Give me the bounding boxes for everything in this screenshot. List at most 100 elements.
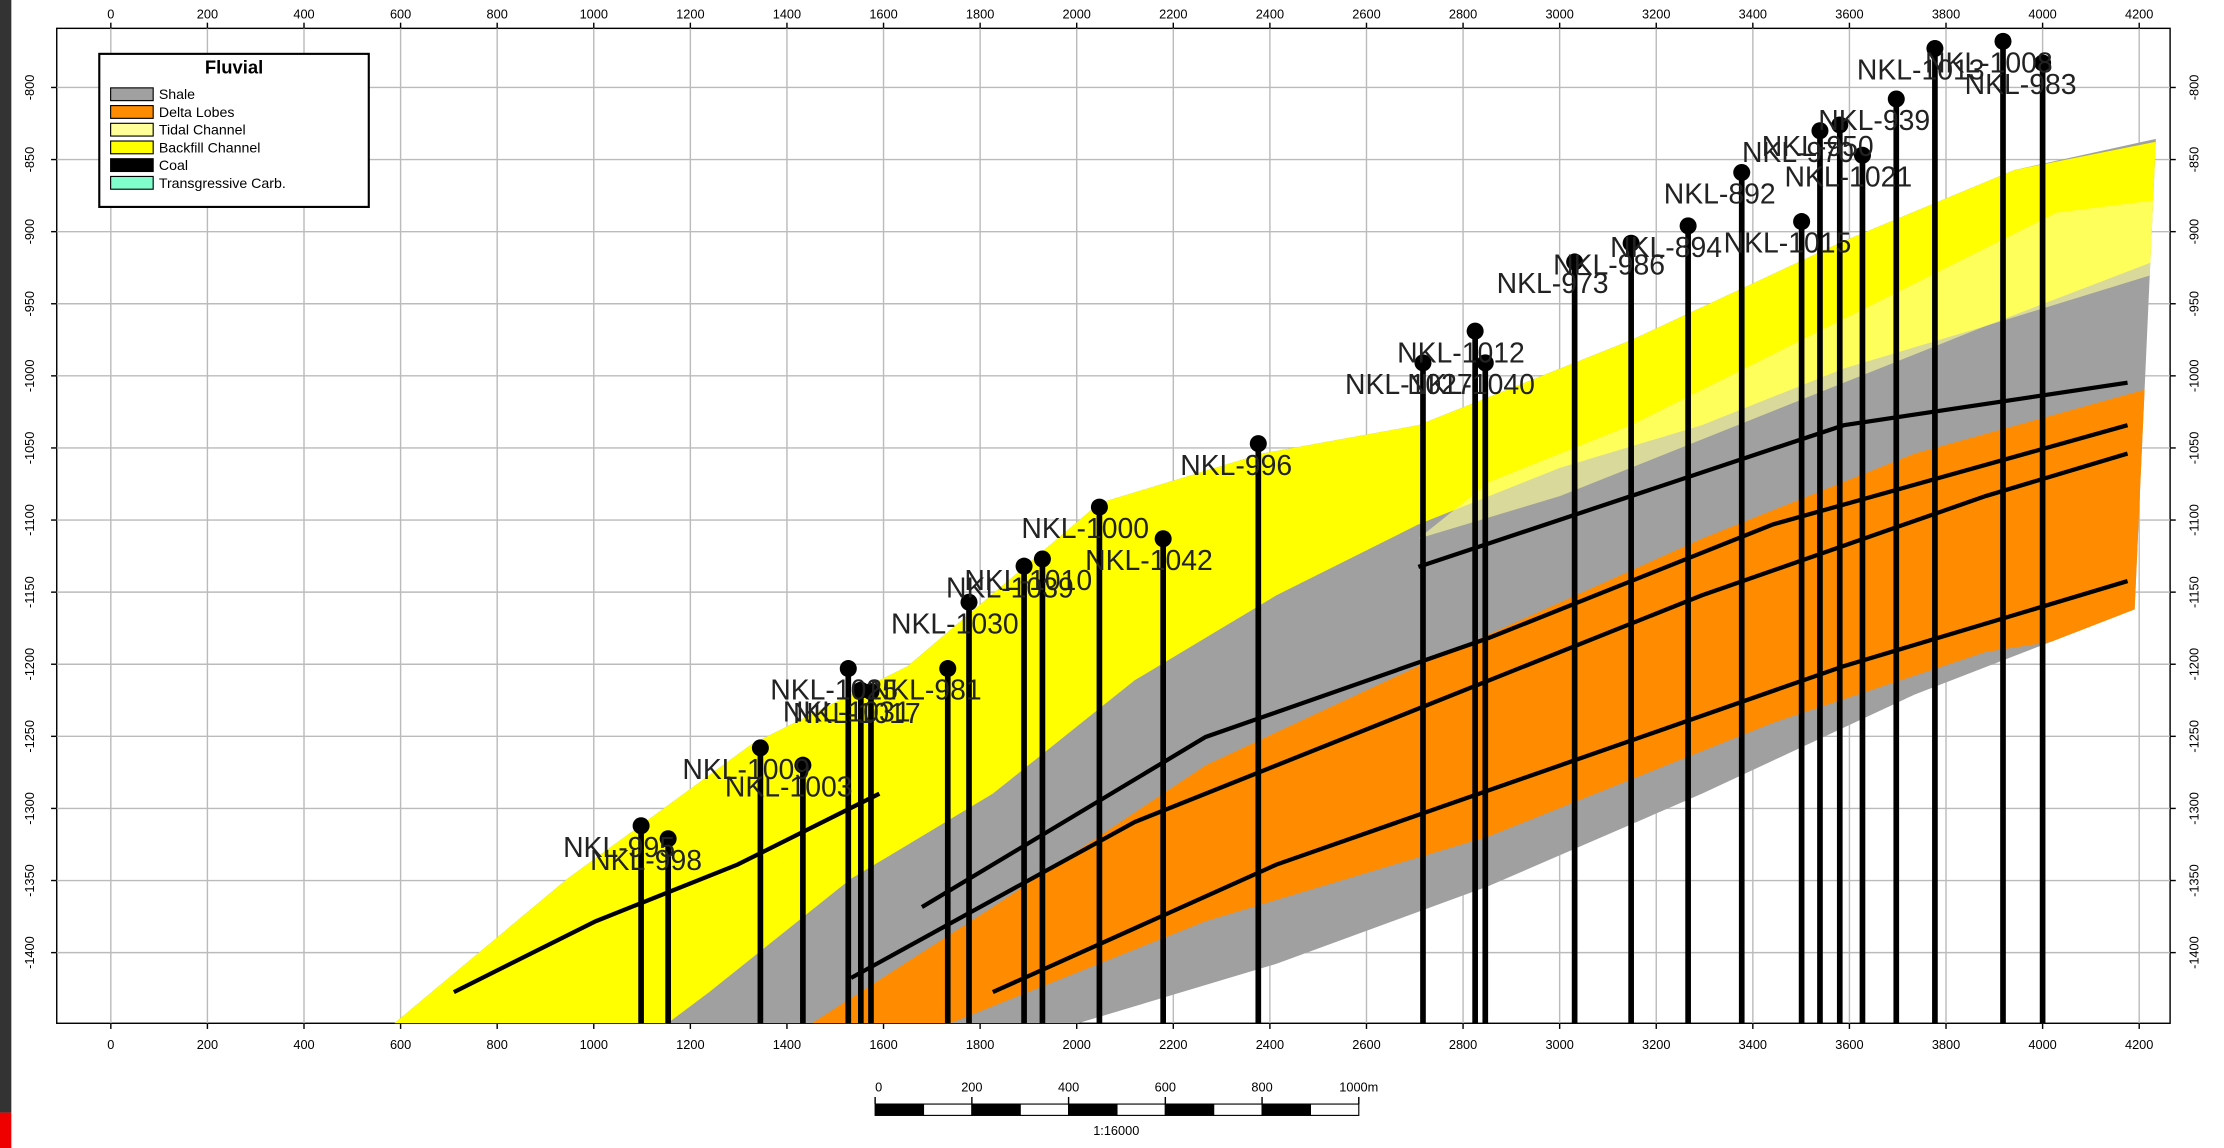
y-tick-label: -1250 — [22, 720, 37, 753]
legend-label: Transgressive Carb. — [159, 176, 286, 192]
legend: Fluvial Shale Delta Lobes Tidal ChannelBac… — [98, 52, 370, 208]
x-tick-label: 2000 — [1063, 1037, 1091, 1052]
x-tick-label: 4200 — [2125, 1037, 2153, 1052]
well-label: NKL-1008 — [1925, 48, 2053, 80]
well-head — [659, 830, 677, 848]
well-head — [1811, 122, 1829, 140]
y-tick-label: -950 — [2186, 291, 2201, 317]
well-label: NKL-1015 — [1724, 228, 1852, 260]
x-tick-label: 200 — [197, 6, 218, 21]
window-edge-marker — [0, 1112, 12, 1148]
x-tick-label: 1000 — [580, 6, 608, 21]
well-label: NKL-894 — [1610, 232, 1722, 264]
legend-swatch — [110, 175, 154, 190]
legend-swatch — [110, 158, 154, 173]
x-tick-label: 400 — [293, 1037, 314, 1052]
x-tick-label: 3200 — [1642, 6, 1670, 21]
well-head — [1414, 354, 1432, 372]
well-label: NKL-1031 — [783, 696, 911, 728]
scale-segment — [1309, 1103, 1360, 1116]
y-tick-label: -1000 — [2186, 360, 2201, 393]
well-head — [1033, 550, 1051, 568]
x-tick-label: 2000 — [1063, 6, 1091, 21]
window-edge — [0, 0, 12, 1113]
well-label: NKL-939 — [1818, 105, 1930, 137]
scale-segment — [971, 1103, 1021, 1116]
well-head — [862, 683, 880, 701]
x-tick-label: 600 — [390, 1037, 411, 1052]
scale-segment — [874, 1103, 925, 1116]
well-label: NKL-1042 — [1085, 545, 1213, 577]
well-label: NKL-1017 — [793, 698, 921, 730]
x-tick-label: 3200 — [1642, 1037, 1670, 1052]
y-tick-label: -1300 — [22, 792, 37, 825]
wells — [632, 32, 2052, 1024]
well-head — [1926, 40, 1944, 58]
scale-segment — [1019, 1103, 1070, 1116]
well-head — [1887, 90, 1905, 108]
y-tick-label: -900 — [2186, 219, 2201, 245]
y-tick-label: -1050 — [2186, 432, 2201, 465]
x-tick-label: 1600 — [869, 1037, 897, 1052]
x-tick-label: 4000 — [2028, 1037, 2056, 1052]
well-label: NKL-1025 — [770, 675, 898, 707]
well-head — [1679, 217, 1697, 235]
well-label: NKL-1013 — [1857, 55, 1985, 87]
well-head — [1476, 354, 1494, 372]
y-tick-label: -850 — [22, 147, 37, 173]
x-tick-label: 3600 — [1835, 1037, 1863, 1052]
x-tick-label: 2600 — [1352, 6, 1380, 21]
well-head — [1831, 116, 1849, 134]
x-tick-label: 1000 — [580, 1037, 608, 1052]
x-tick-label: 1200 — [676, 1037, 704, 1052]
well-head — [632, 817, 650, 835]
backfill-channel-zone — [394, 138, 2156, 1024]
well-head — [794, 756, 812, 774]
legend-swatch — [110, 87, 154, 102]
x-tick-label: 3800 — [1932, 1037, 1960, 1052]
x-tick-label: 3000 — [1545, 6, 1573, 21]
scale-ratio: 1:16000 — [1093, 1123, 1139, 1138]
x-tick-label: 2600 — [1352, 1037, 1380, 1052]
well-label: NKL-1030 — [891, 608, 1019, 640]
scale-segment — [1164, 1103, 1215, 1116]
y-tick-label: -1100 — [22, 504, 37, 536]
y-tick-label: -1150 — [2186, 576, 2201, 608]
well-head — [1853, 146, 1871, 164]
x-tick-label: 800 — [487, 6, 508, 21]
delta-lobe-zone — [794, 382, 2156, 1024]
well-label: NKL-950 — [1762, 131, 1874, 163]
x-tick-label: 400 — [293, 6, 314, 21]
well-head — [1249, 435, 1267, 453]
x-tick-label: 2800 — [1449, 6, 1477, 21]
x-tick-label: 3400 — [1739, 6, 1767, 21]
legend-label: Delta Lobes — [159, 105, 235, 121]
x-tick-label: 1400 — [773, 6, 801, 21]
legend-swatch — [110, 140, 154, 155]
legend-label: Backfill Channel — [159, 140, 261, 156]
well-label: NKL-973 — [1497, 268, 1609, 300]
y-tick-label: -800 — [22, 75, 37, 101]
x-tick-label: 0 — [107, 1037, 114, 1052]
x-tick-label: 4200 — [2125, 6, 2153, 21]
x-tick-label: 600 — [390, 6, 411, 21]
x-tick-label: 0 — [107, 6, 114, 21]
tidal-channel-zone — [1418, 198, 2156, 539]
legend-label: Tidal Channel — [159, 123, 246, 139]
well-label: NKL-998 — [590, 845, 702, 877]
legend-swatch — [110, 122, 154, 137]
scale-segment — [1261, 1103, 1311, 1116]
y-tick-label: -950 — [22, 291, 37, 317]
y-tick-label: -1400 — [22, 936, 37, 969]
well-head — [1015, 557, 1033, 575]
legend-label: Coal — [159, 158, 188, 174]
well-label: NKL-1027 — [1345, 369, 1473, 401]
legend-label: Shale — [159, 87, 195, 103]
scale-bar: 1:16000 0 200 400 600 800 1000m — [874, 1079, 1378, 1138]
scale-segment — [1068, 1103, 1118, 1116]
well-head — [1466, 322, 1484, 340]
scale-label: 1000m — [1339, 1079, 1378, 1094]
well-label: NKL-986 — [1553, 249, 1665, 281]
scale-segment — [1213, 1103, 1263, 1116]
